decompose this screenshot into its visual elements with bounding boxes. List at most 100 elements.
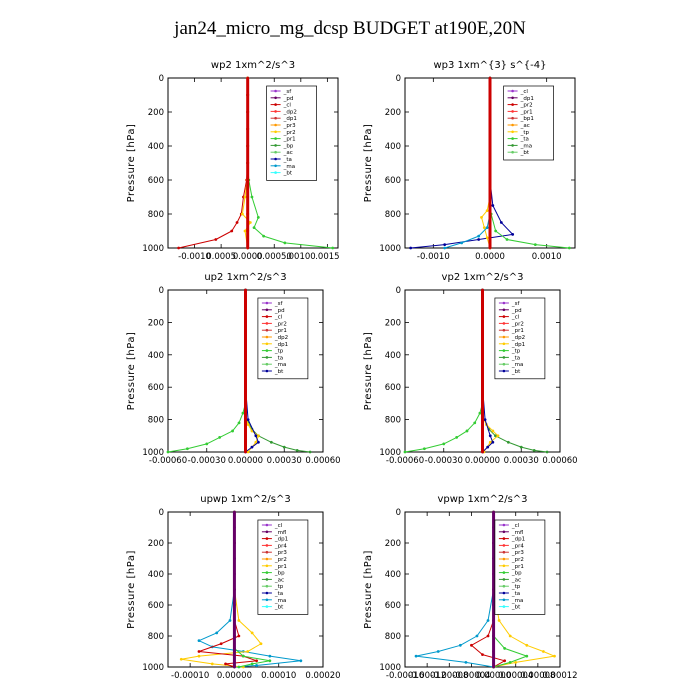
plot-frame: [404, 511, 561, 668]
series-point: [255, 659, 258, 663]
series-point: [295, 448, 299, 452]
series-point: [246, 246, 250, 250]
series-point: [233, 510, 236, 514]
series-point: [269, 440, 273, 444]
series-point: [233, 588, 236, 591]
y-tick-label: 400: [148, 570, 164, 580]
y-tick-label: 1000: [142, 448, 164, 458]
series-point: [492, 510, 495, 514]
series-point: [197, 639, 201, 643]
y-tick-label: 1000: [379, 244, 401, 254]
legend-marker: [274, 150, 277, 154]
y-axis-label: Pressure [hPa]: [126, 550, 137, 629]
series-point: [492, 526, 495, 529]
y-tick-label: 800: [148, 632, 164, 642]
y-tick-label: 1000: [379, 663, 401, 673]
series-point: [409, 246, 413, 250]
x-tick-label: -0.00030: [188, 456, 226, 466]
panel-title: wp3 1xm^{3} s^{-4}: [433, 60, 546, 71]
y-tick-label: 200: [148, 539, 164, 549]
series-point: [477, 238, 481, 241]
legend-marker: [502, 315, 506, 318]
series-point: [244, 402, 247, 405]
legend-label: _ma: [511, 362, 523, 368]
y-tick-label: 800: [385, 416, 401, 426]
legend-marker: [502, 591, 506, 595]
y-tick-label: 400: [385, 570, 401, 580]
legend-label: _pd: [283, 96, 294, 102]
legend-marker: [502, 557, 506, 561]
series-point: [215, 631, 219, 635]
legend-marker: [265, 335, 269, 339]
legend-marker: [265, 349, 269, 352]
series-point: [481, 353, 484, 357]
series-line-tp: [482, 290, 494, 453]
legend-label: _ta: [283, 157, 292, 163]
series-point: [240, 212, 244, 216]
y-tick-label: 800: [385, 210, 401, 220]
x-tick-label: .00100: [286, 252, 316, 262]
series-point: [532, 448, 536, 452]
series-point: [492, 541, 495, 545]
legend-marker: [274, 110, 277, 113]
y-tick-label: 600: [148, 176, 164, 186]
legend-label: _ac: [520, 123, 530, 129]
series-point: [422, 447, 426, 451]
x-tick-label: -0.00060: [149, 456, 187, 466]
series-point: [331, 246, 335, 250]
legend-marker: [265, 550, 269, 554]
legend-label: _ma: [274, 598, 286, 604]
series-point: [436, 650, 440, 653]
series-point: [241, 411, 245, 415]
legend-marker: [274, 171, 277, 174]
panel-4: vp2 1xm^2/s^3 0 200 400 600 800 1000-0.00060 -0…: [363, 272, 578, 466]
series-point: [475, 634, 479, 638]
legend-marker: [502, 550, 506, 554]
series-line-pr3: [198, 512, 258, 668]
legend-marker: [265, 557, 269, 561]
plot-frame: [167, 77, 339, 249]
series-point: [481, 418, 484, 421]
legend-label: _sf: [511, 301, 521, 307]
y-tick-label: 800: [148, 210, 164, 220]
series-point: [246, 229, 250, 233]
legend-marker: [511, 116, 514, 120]
x-tick-label: -0.00012: [408, 671, 446, 681]
series-point: [197, 650, 201, 653]
series-point: [488, 127, 492, 131]
series-point: [254, 434, 258, 438]
series-point: [499, 221, 503, 224]
series-point: [492, 588, 495, 591]
legend-label: _ma: [511, 598, 523, 604]
series-point: [519, 445, 523, 449]
legend-marker: [265, 584, 269, 588]
legend-label: _cl: [511, 523, 520, 529]
legend-label: _dp1: [274, 537, 288, 543]
legend-marker: [502, 530, 506, 534]
series-point: [465, 429, 469, 433]
panel-title: vp2 1xm^2/s^3: [442, 272, 524, 283]
series-point: [308, 450, 312, 454]
legend-marker: [511, 130, 514, 134]
legend-label: _dp1: [511, 342, 525, 348]
y-axis-label: Pressure [hPa]: [363, 550, 374, 629]
series-point: [494, 434, 497, 438]
series-point: [460, 241, 464, 245]
panel-title: vpwp 1xm^2/s^3: [437, 494, 527, 505]
series-point: [243, 195, 247, 199]
legend-label: _ac: [274, 577, 284, 583]
series-point: [481, 653, 484, 656]
series-point: [503, 647, 507, 650]
x-tick-label: 0.00030: [504, 456, 539, 466]
x-tick-label: 0.00000: [476, 671, 511, 681]
x-tick-label: 0.00060: [305, 456, 340, 466]
legend-marker: [502, 564, 506, 568]
legend-marker: [502, 335, 506, 339]
series-point: [488, 238, 492, 241]
legend-label: _bt: [274, 369, 284, 375]
series-point: [503, 659, 507, 663]
legend-label: _ac: [511, 577, 521, 583]
legend-label: _pr2: [274, 557, 287, 563]
series-point: [214, 238, 218, 241]
series-point: [230, 229, 234, 233]
